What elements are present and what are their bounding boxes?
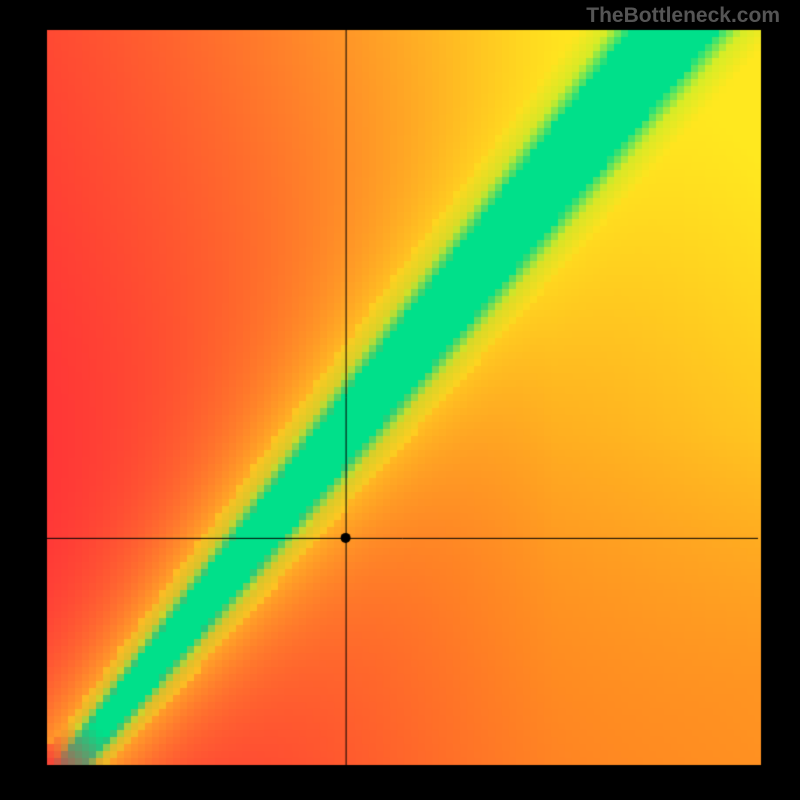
heatmap-canvas <box>0 0 800 800</box>
watermark-text: TheBottleneck.com <box>586 4 780 28</box>
chart-container: TheBottleneck.com <box>0 0 800 800</box>
